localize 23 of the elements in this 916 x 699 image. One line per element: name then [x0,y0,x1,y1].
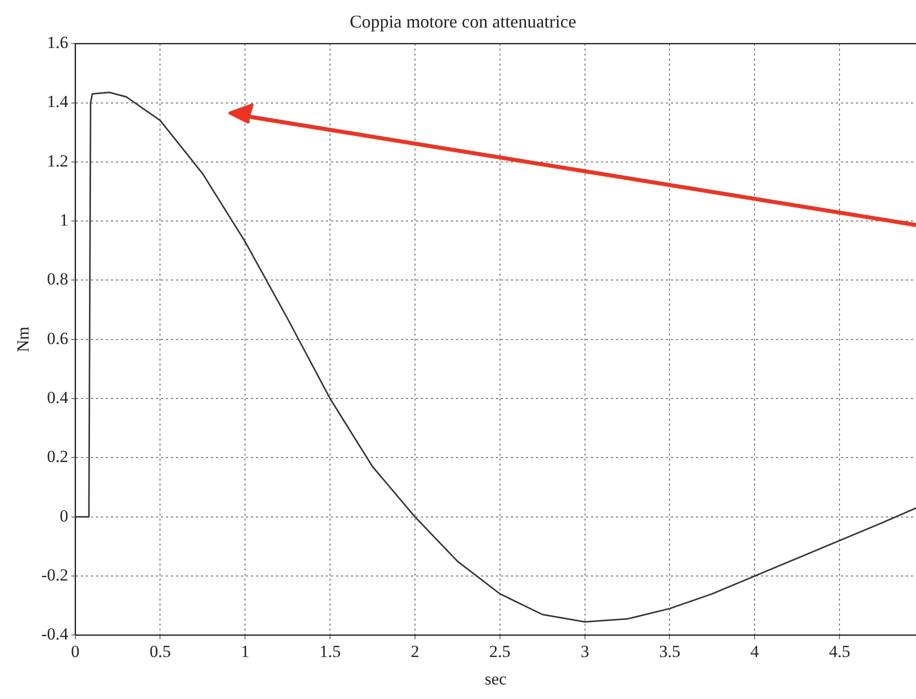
x-tick-label: 3.5 [659,642,680,661]
y-tick-label: 0.8 [47,270,68,289]
x-tick-label: 1.5 [319,642,341,661]
y-tick-label: 1 [60,210,68,230]
y-tick-label: 0.2 [47,447,68,466]
x-tick-label: 2 [410,642,420,661]
y-tick-label: 1.4 [47,92,69,112]
x-tick-label: 4 [750,642,760,661]
y-tick-label: 0.4 [47,388,69,408]
y-axis-title: Nm [14,326,33,352]
chart-title: Coppia motore con attenuatrice [350,12,576,32]
x-tick-label: 4.5 [828,642,850,661]
y-tick-label: 0 [60,506,68,526]
y-tick-label: -0.4 [41,624,69,644]
x-axis-title: sec [484,669,507,688]
y-tick-label: 1.2 [47,151,68,170]
x-tick-label: 1 [240,642,250,661]
y-tick-label: -0.2 [41,566,68,585]
x-tick-label: 0.5 [150,642,171,661]
y-tick-label: 1.6 [47,33,68,52]
x-tick-label: 3 [580,642,590,661]
x-tick-label: 2.5 [489,642,511,661]
y-tick-label: 0.6 [47,328,68,348]
